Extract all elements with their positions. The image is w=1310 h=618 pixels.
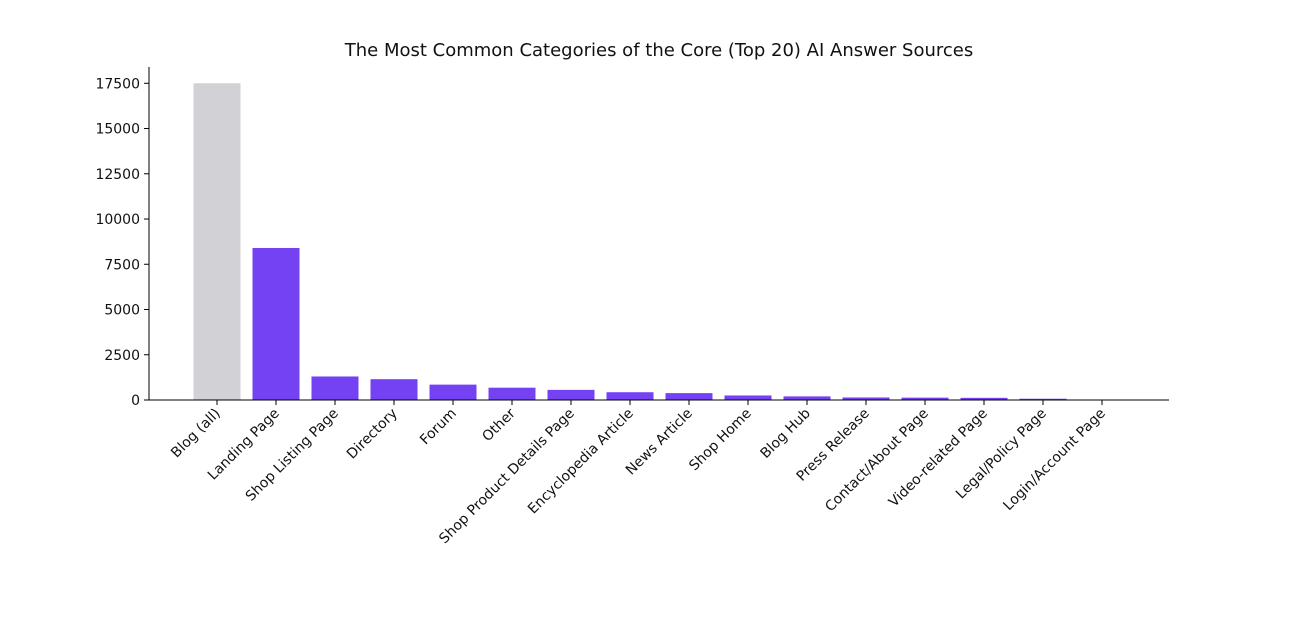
- x-tick-label: Shop Home: [686, 406, 755, 475]
- x-tick-label: Blog Hub: [757, 405, 813, 461]
- x-tick-label: Forum: [417, 406, 460, 449]
- y-tick-label: 17500: [95, 76, 140, 92]
- bar-shop-home: [725, 395, 772, 400]
- x-tick-label: Video-related Page: [886, 406, 991, 511]
- bar-forum: [430, 385, 477, 400]
- y-tick-label: 7500: [104, 257, 140, 273]
- y-tick-label: 5000: [104, 303, 140, 319]
- bar-directory: [371, 379, 418, 400]
- bars-layer: [194, 83, 1126, 400]
- y-tick-label: 15000: [95, 122, 140, 138]
- bar-blog-all: [194, 83, 241, 400]
- x-tick-label: Other: [479, 405, 519, 445]
- y-tick-label: 0: [131, 393, 140, 409]
- y-tick-label: 2500: [104, 348, 140, 364]
- chart-title: The Most Common Categories of the Core (…: [344, 40, 973, 61]
- bar-blog-hub: [784, 396, 831, 400]
- bar-shop-product-details-page: [548, 390, 595, 400]
- y-axis: 0 2500 5000 7500 10000 12500 15000 17500: [95, 67, 149, 409]
- x-tick-label: Directory: [344, 406, 401, 463]
- bar-other: [489, 388, 536, 400]
- bar-landing-page: [253, 248, 300, 400]
- x-tick-label: Contact/About Page: [822, 406, 932, 516]
- bar-encyclopedia-article: [607, 392, 654, 400]
- x-tick-label: Encyclopedia Article: [525, 406, 637, 518]
- bar-shop-listing-page: [312, 376, 359, 400]
- y-tick-label: 12500: [95, 167, 140, 183]
- x-tick-label: Login/Account Page: [1000, 406, 1108, 514]
- y-tick-label: 10000: [95, 212, 140, 228]
- bar-news-article: [666, 393, 713, 400]
- x-tick-label: Blog (all): [168, 406, 224, 462]
